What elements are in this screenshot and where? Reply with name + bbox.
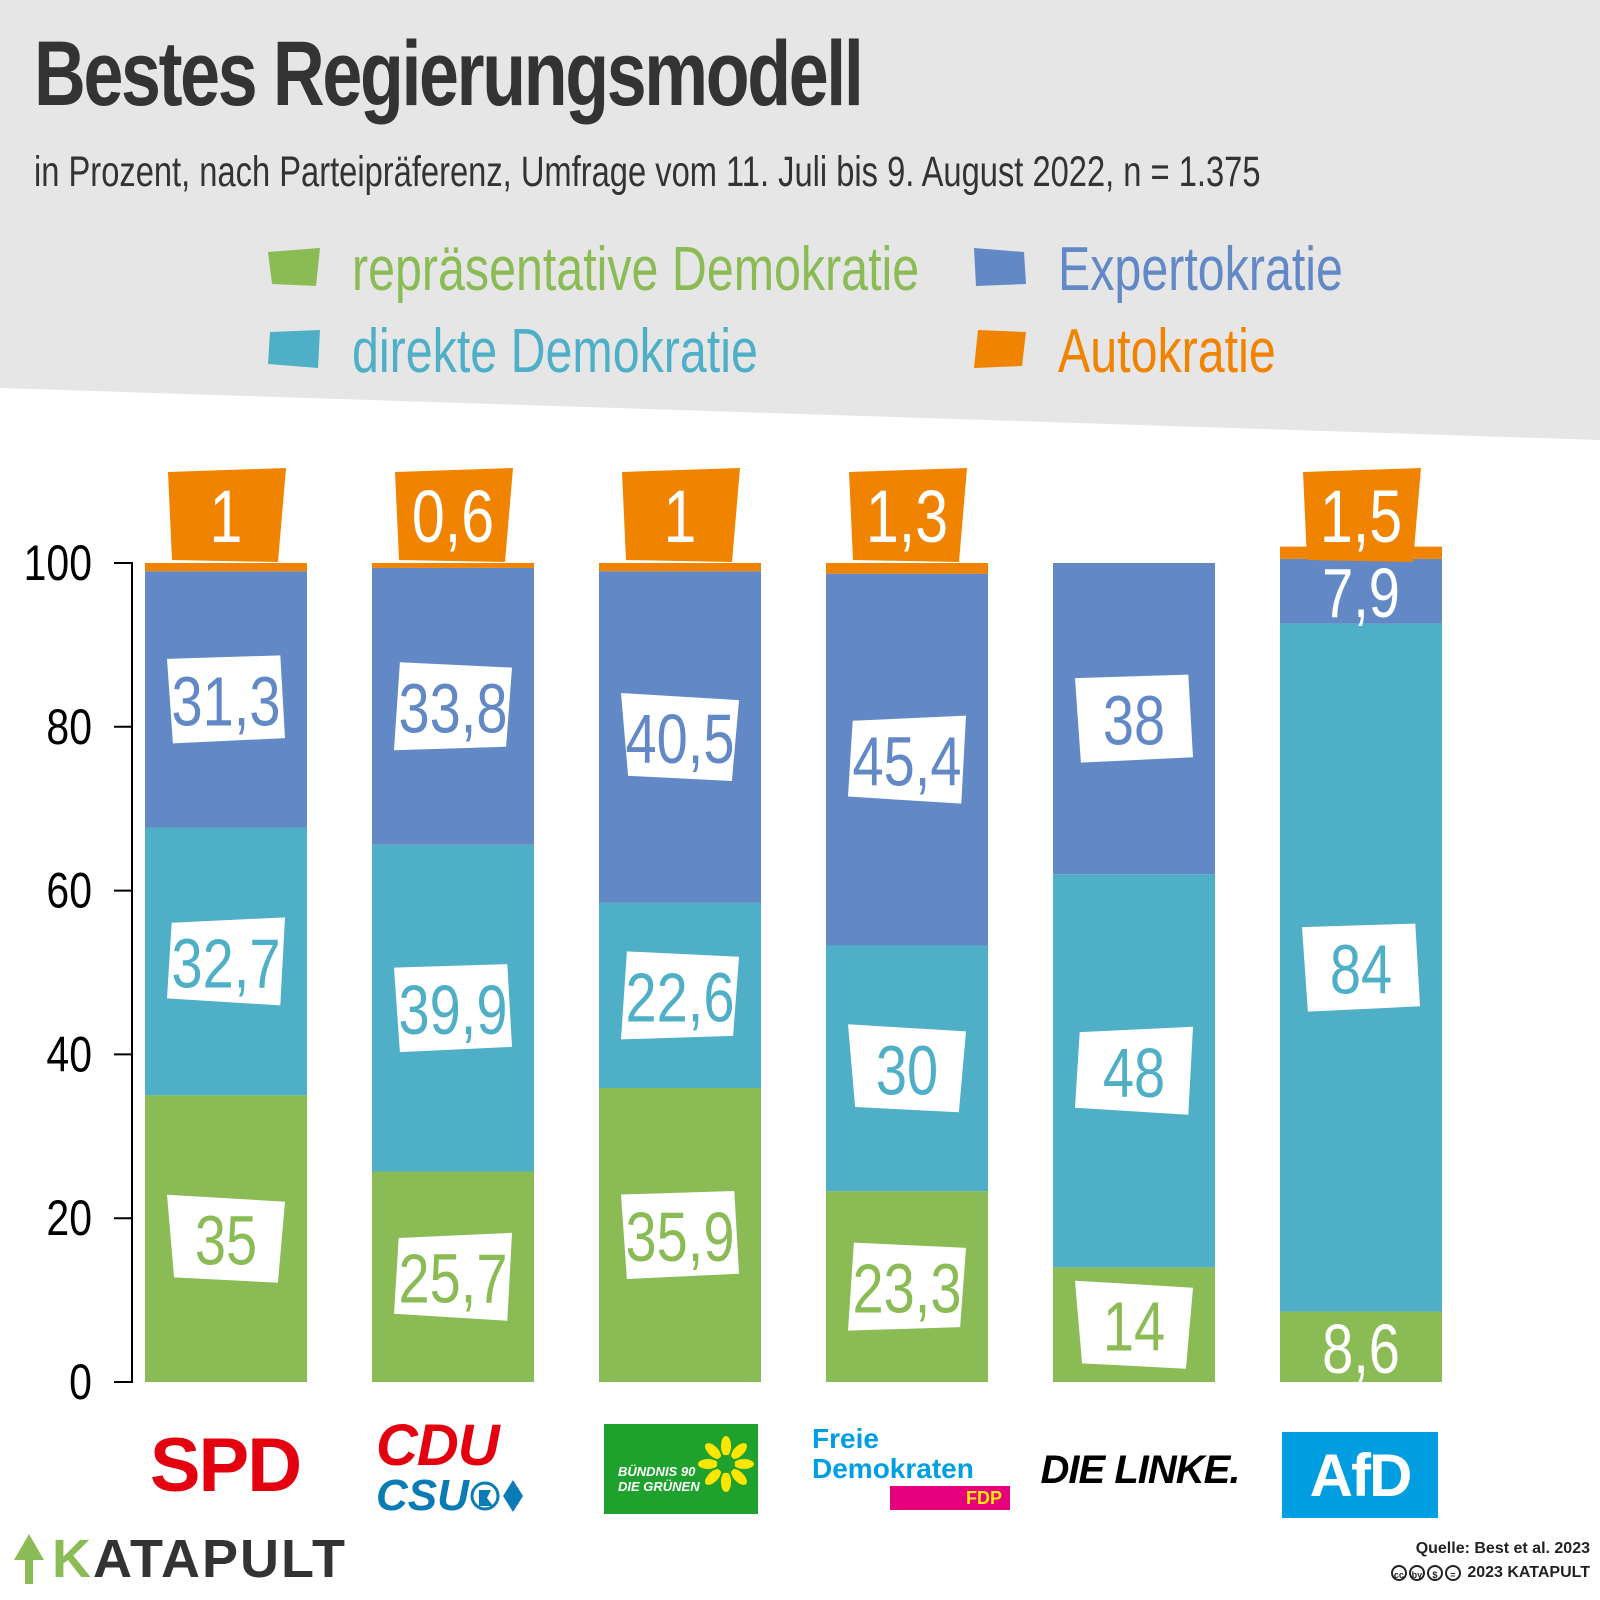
legend-swatch-auto bbox=[974, 330, 1026, 368]
data-label-experto-4: 38 bbox=[1103, 683, 1165, 760]
data-label-box-auto-5 bbox=[1303, 468, 1421, 562]
data-label-direkt-3: 30 bbox=[876, 1032, 938, 1109]
party-logo-afd: AfD bbox=[1282, 1432, 1438, 1518]
legend-label-auto: Autokratie bbox=[1058, 317, 1276, 386]
bar-segment-repraesentativ-5 bbox=[1280, 1311, 1442, 1382]
y-tick-label-100: 100 bbox=[24, 535, 92, 591]
afd-logo-text: AfD bbox=[1309, 1441, 1413, 1509]
gruene-line-1: BÜNDNIS 90 bbox=[618, 1464, 696, 1479]
data-label-box-direkt-5 bbox=[1302, 923, 1420, 1012]
data-label-box-direkt-4 bbox=[1075, 1026, 1193, 1115]
source-note: Quelle: Best et al. 2023 bbox=[1415, 1540, 1590, 1557]
data-label-box-direkt-2 bbox=[621, 951, 739, 1040]
fdp-line-1: Freie bbox=[812, 1423, 879, 1454]
party-logo-cdu-csu: CDU CSU bbox=[370, 1413, 540, 1518]
bavarian-lion-diamond-icon bbox=[470, 1480, 523, 1512]
data-label-experto-3: 45,4 bbox=[853, 724, 962, 801]
legend-swatch-direkt bbox=[268, 330, 320, 368]
data-label-repraesentativ-4: 14 bbox=[1103, 1289, 1165, 1366]
data-label-auto-0: 1 bbox=[210, 476, 243, 559]
party-logo-fdp: Freie Demokraten FDP bbox=[812, 1424, 1012, 1514]
brand-initial: K bbox=[52, 1529, 93, 1589]
legend-label-direkt: direkte Demokratie bbox=[352, 317, 758, 386]
cc-icon: cc bbox=[1390, 1564, 1407, 1581]
legend-label-repraesentativ: repräsentative Demokratie bbox=[352, 235, 920, 304]
y-tick-label-60: 60 bbox=[46, 863, 92, 919]
data-label-box-repraesentativ-3 bbox=[848, 1242, 966, 1331]
fdp-tag: FDP bbox=[890, 1486, 1010, 1510]
header-background bbox=[0, 0, 1600, 440]
data-label-box-auto-3 bbox=[849, 468, 967, 562]
csu-logo-row: CSU bbox=[376, 1474, 527, 1518]
data-label-box-repraesentativ-1 bbox=[394, 1232, 512, 1321]
data-label-box-auto-1 bbox=[395, 468, 513, 562]
data-label-box-direkt-3 bbox=[848, 1024, 966, 1113]
data-label-direkt-1: 39,9 bbox=[399, 972, 508, 1049]
data-label-repraesentativ-5: 8,6 bbox=[1322, 1311, 1400, 1388]
y-tick-label-40: 40 bbox=[46, 1027, 92, 1083]
party-logo-linke: DIE LINKE. bbox=[1040, 1440, 1241, 1500]
fdp-line-2: Demokraten bbox=[812, 1453, 974, 1484]
data-label-repraesentativ-0: 35 bbox=[195, 1203, 257, 1280]
sunflower-icon bbox=[698, 1436, 754, 1492]
brand-rest: ATAPULT bbox=[93, 1529, 347, 1589]
copyright-note: cc by $ = 2023 KATAPULT bbox=[1390, 1564, 1590, 1582]
party-logo-spd: SPD bbox=[140, 1420, 310, 1510]
data-label-box-direkt-0 bbox=[167, 917, 285, 1006]
gruene-logo-text: BÜNDNIS 90 DIE GRÜNEN bbox=[618, 1464, 700, 1494]
legend-swatch-experto bbox=[974, 248, 1026, 286]
spd-logo-text: SPD bbox=[149, 1422, 302, 1508]
data-label-direkt-0: 32,7 bbox=[172, 926, 281, 1003]
data-label-direkt-5: 84 bbox=[1330, 932, 1392, 1009]
data-label-box-experto-4 bbox=[1075, 674, 1193, 763]
data-label-experto-2: 40,5 bbox=[626, 701, 735, 778]
y-tick-label-0: 0 bbox=[69, 1354, 92, 1410]
legend-label-experto: Expertokratie bbox=[1058, 235, 1343, 304]
data-label-box-auto-2 bbox=[622, 468, 740, 562]
data-label-direkt-4: 48 bbox=[1103, 1035, 1165, 1112]
cc-by-icon: by bbox=[1408, 1564, 1425, 1581]
csu-logo-text: CSU bbox=[376, 1471, 469, 1520]
y-tick-label-80: 80 bbox=[46, 699, 92, 755]
bar-segment-auto-0 bbox=[145, 563, 307, 572]
data-label-direkt-2: 22,6 bbox=[626, 960, 735, 1037]
data-label-box-direkt-1 bbox=[394, 964, 512, 1053]
y-tick-label-20: 20 bbox=[46, 1190, 92, 1246]
data-label-auto-1: 0,6 bbox=[412, 476, 494, 559]
legend-swatch-repraesentativ bbox=[268, 248, 320, 286]
katapult-logo-icon bbox=[14, 1534, 44, 1584]
data-label-auto-3: 1,3 bbox=[866, 476, 948, 559]
data-label-box-experto-3 bbox=[848, 715, 966, 804]
bar-segment-auto-3 bbox=[826, 563, 988, 574]
gruene-line-2: DIE GRÜNEN bbox=[618, 1479, 700, 1494]
brand-wordmark: KATAPULT bbox=[52, 1528, 347, 1590]
data-label-experto-5: 7,9 bbox=[1322, 555, 1400, 632]
bar-segment-experto-5 bbox=[1280, 558, 1442, 624]
data-label-box-repraesentativ-4 bbox=[1075, 1280, 1193, 1369]
data-label-box-experto-2 bbox=[621, 693, 739, 781]
data-label-repraesentativ-2: 35,9 bbox=[626, 1199, 735, 1276]
bar-segment-auto-2 bbox=[599, 563, 761, 572]
data-label-experto-0: 31,3 bbox=[172, 664, 281, 741]
data-label-box-repraesentativ-2 bbox=[621, 1191, 739, 1279]
page-subtitle: in Prozent, nach Parteipräferenz, Umfrag… bbox=[34, 148, 1261, 196]
data-label-box-repraesentativ-0 bbox=[167, 1194, 285, 1283]
cdu-logo-text: CDU bbox=[376, 1413, 500, 1478]
data-label-box-experto-1 bbox=[394, 662, 512, 751]
data-label-auto-2: 1 bbox=[664, 476, 697, 559]
cc-nc-icon: $ bbox=[1426, 1564, 1443, 1581]
bar-segment-auto-1 bbox=[372, 563, 534, 568]
data-label-box-auto-0 bbox=[168, 468, 286, 562]
cc-nd-icon: = bbox=[1444, 1564, 1461, 1581]
copyright-text: 2023 KATAPULT bbox=[1467, 1564, 1590, 1581]
data-label-repraesentativ-3: 23,3 bbox=[853, 1251, 962, 1328]
data-label-auto-5: 1,5 bbox=[1320, 476, 1402, 559]
linke-logo-text: DIE LINKE. bbox=[1040, 1447, 1241, 1492]
data-label-experto-1: 33,8 bbox=[399, 670, 508, 747]
data-label-repraesentativ-1: 25,7 bbox=[399, 1241, 508, 1318]
data-label-box-experto-0 bbox=[167, 655, 285, 744]
page-title: Bestes Regierungsmodell bbox=[34, 23, 864, 125]
party-logo-gruene: BÜNDNIS 90 DIE GRÜNEN bbox=[604, 1424, 758, 1514]
